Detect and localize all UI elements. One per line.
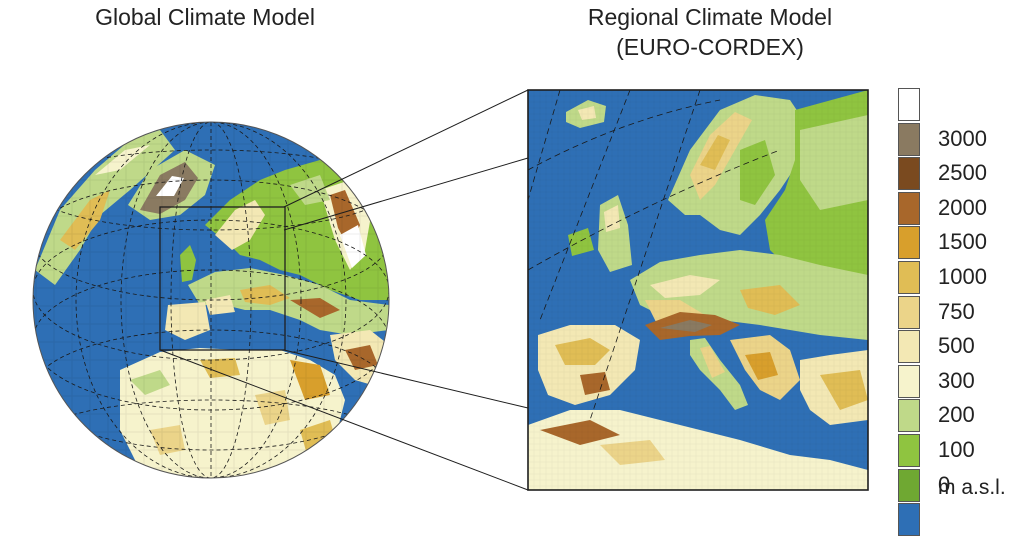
legend-swatch <box>898 157 920 191</box>
legend-label: 500 <box>938 333 975 359</box>
figure-canvas <box>32 89 869 491</box>
legend-label: 300 <box>938 367 975 393</box>
legend-swatch <box>898 191 920 225</box>
legend-label: 2000 <box>938 194 987 220</box>
zoom-connectors <box>159 89 529 491</box>
legend-swatch <box>898 399 920 433</box>
legend-label: 0 <box>938 471 951 497</box>
legend-swatch <box>898 434 920 467</box>
regional-map <box>527 89 869 491</box>
legend-swatch <box>898 364 920 398</box>
regional-model-title-line1: Regional Climate Model <box>587 4 833 30</box>
legend-swatch <box>898 122 920 156</box>
legend-swatch <box>898 88 920 121</box>
legend-swatch <box>898 261 920 294</box>
legend-label: 200 <box>938 402 975 428</box>
regional-map-land <box>528 90 868 490</box>
legend-swatch <box>898 468 920 502</box>
globe <box>32 121 390 479</box>
legend-label: 750 <box>938 298 975 324</box>
legend-label: 2500 <box>938 160 987 186</box>
regional-model-title-line2: (EURO-CORDEX) <box>616 34 804 60</box>
regional-model-title: Regional Climate Model (EURO-CORDEX) <box>520 2 900 62</box>
legend-swatch <box>898 295 920 329</box>
global-model-title: Global Climate Model <box>95 4 315 30</box>
legend-unit: m a.s.l. <box>938 476 1006 499</box>
globe-graticule <box>33 122 389 478</box>
globe-land <box>33 122 389 478</box>
globe-domain-box <box>159 206 286 351</box>
legend-label: 3000 <box>938 125 987 151</box>
legend-label: 100 <box>938 437 975 462</box>
legend-label: 1500 <box>938 229 987 255</box>
regional-map-graticule <box>528 90 781 421</box>
globe-outline <box>32 121 390 479</box>
legend-swatch <box>898 330 920 364</box>
legend-label: 1000 <box>938 264 987 289</box>
elevation-legend: 3000 2500 2000 1500 1000 750 500 300 200 100 0 m a.… <box>898 88 1018 536</box>
regional-map-frame <box>527 89 869 491</box>
legend-swatch <box>898 226 920 260</box>
legend-swatch <box>898 503 920 536</box>
